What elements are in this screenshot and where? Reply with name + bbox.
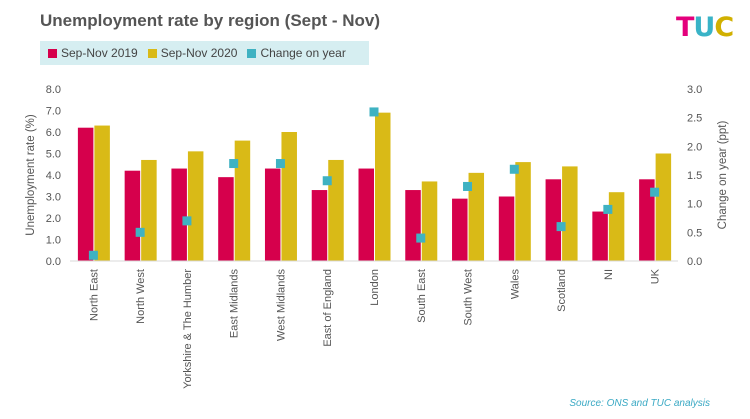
- bar-2020: [375, 112, 391, 262]
- change-marker: [88, 250, 98, 260]
- category-label: London: [369, 269, 381, 306]
- change-marker: [463, 181, 473, 191]
- y-tick-label: 7.0: [46, 106, 61, 118]
- change-marker: [556, 222, 566, 232]
- y2-tick-label: 2.0: [687, 141, 702, 153]
- bar-2019: [545, 179, 562, 261]
- change-marker: [229, 159, 239, 169]
- bar-2020: [655, 153, 672, 261]
- bar-2019: [124, 170, 141, 261]
- bar-2019: [171, 168, 187, 261]
- legend-swatch-change: [247, 48, 257, 58]
- legend-swatch-2020: [147, 48, 157, 58]
- y2-tick-label: 1.0: [687, 199, 702, 211]
- source-note: Source: ONS and TUC analysis: [569, 398, 710, 409]
- bar-2020: [468, 172, 485, 261]
- category-label: Wales: [509, 269, 521, 300]
- logo-letter-t: T: [676, 12, 694, 43]
- change-marker: [509, 164, 519, 174]
- change-marker: [603, 204, 613, 214]
- bar-2020: [281, 132, 297, 261]
- change-marker: [650, 187, 660, 197]
- legend-label-change: Change on year: [260, 46, 346, 60]
- bar-2020: [562, 166, 578, 261]
- category-label: South East: [416, 269, 428, 323]
- change-marker: [369, 107, 379, 117]
- category-label: NI: [603, 269, 615, 280]
- chart-legend: Sep-Nov 2019 Sep-Nov 2020 Change on year: [40, 41, 369, 65]
- legend-item-change: Change on year: [247, 46, 346, 60]
- bar-2019: [311, 190, 328, 261]
- category-label: UK: [650, 268, 662, 284]
- logo-letter-u: U: [693, 12, 715, 43]
- y2-tick-label: 1.5: [687, 170, 702, 182]
- y2-tick-label: 0.0: [687, 256, 702, 268]
- bar-2020: [608, 192, 625, 261]
- change-marker: [416, 233, 426, 243]
- change-marker: [322, 176, 332, 186]
- legend-label-2020: Sep-Nov 2020: [160, 46, 238, 60]
- legend-swatch-2019: [48, 48, 57, 58]
- tuc-logo: TUC: [676, 12, 734, 43]
- y2-tick-label: 2.5: [687, 113, 702, 125]
- change-marker: [182, 216, 192, 226]
- category-label: South West: [463, 269, 475, 326]
- category-label: West Midlands: [275, 269, 287, 341]
- y-tick-label: 5.0: [46, 149, 61, 161]
- category-label: East of England: [322, 269, 334, 347]
- category-label: Yorkshire & The Humber: [182, 269, 194, 389]
- legend-label-2019: Sep-Nov 2019: [61, 46, 138, 60]
- bar-2020: [515, 162, 531, 261]
- y-tick-label: 6.0: [46, 127, 61, 139]
- bar-2020: [141, 159, 157, 261]
- bar-2019: [358, 168, 374, 261]
- bar-2019: [405, 190, 421, 261]
- y-tick-label: 8.0: [46, 84, 61, 96]
- y-tick-label: 2.0: [46, 213, 61, 225]
- chart-title: Unemployment rate by region (Sept - Nov): [40, 11, 381, 30]
- bar-2019: [218, 177, 234, 261]
- category-label: Scotland: [556, 269, 568, 312]
- category-label: North East: [88, 269, 100, 321]
- y-axis-title: Unemployment rate (%): [25, 114, 37, 236]
- change-marker: [135, 227, 145, 237]
- y2-tick-label: 0.5: [687, 227, 702, 239]
- y2-tick-label: 3.0: [687, 84, 702, 96]
- logo-letter-c: C: [714, 12, 734, 43]
- bar-2019: [77, 127, 94, 261]
- legend-item-2019: Sep-Nov 2019: [48, 46, 138, 60]
- bar-2019: [592, 211, 608, 261]
- category-label: East Midlands: [229, 269, 241, 339]
- bar-2020: [94, 125, 110, 261]
- change-marker: [275, 159, 285, 169]
- bar-2019: [639, 179, 655, 261]
- bar-2020: [328, 159, 344, 261]
- bar-2020: [421, 181, 438, 261]
- y-tick-label: 3.0: [46, 192, 61, 204]
- y-tick-label: 4.0: [46, 170, 61, 182]
- y2-axis-title: Change on year (ppt): [717, 120, 729, 229]
- bar-2019: [498, 196, 515, 261]
- category-label: North West: [135, 269, 147, 324]
- bar-2019: [264, 168, 281, 261]
- y-tick-label: 1.0: [46, 235, 61, 247]
- bar-2020: [187, 151, 204, 261]
- y-tick-label: 0.0: [46, 256, 61, 268]
- bar-2019: [452, 198, 468, 261]
- bar-2020: [234, 140, 251, 261]
- legend-item-2020: Sep-Nov 2020: [147, 46, 238, 60]
